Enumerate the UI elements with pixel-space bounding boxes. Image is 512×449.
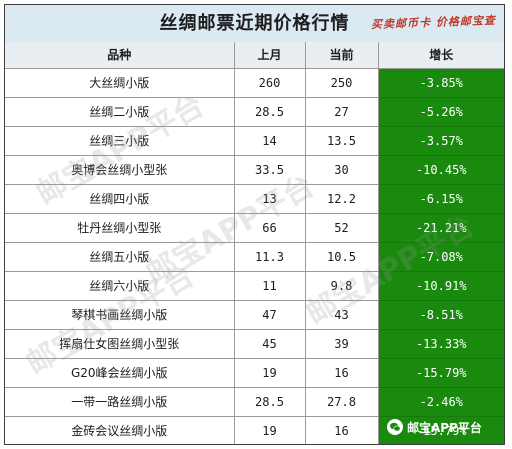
- table-row: 丝绸六小版 11 9.8 -10.91%: [5, 270, 504, 301]
- row-growth: -5.26%: [377, 96, 504, 127]
- row-name: 牡丹丝绸小型张: [5, 212, 235, 243]
- price-table-frame: 丝绸邮票近期价格行情 买卖邮币卡 价格邮宝查 品种 上月 当前 增长 大丝绸小版…: [4, 4, 505, 445]
- row-current: 250: [304, 67, 379, 98]
- row-current: 43: [304, 299, 379, 330]
- table-row: 丝绸五小版 11.3 10.5 -7.08%: [5, 241, 504, 272]
- row-current: 16: [304, 415, 379, 444]
- row-growth: -10.91%: [377, 270, 504, 301]
- row-current: 27: [304, 96, 379, 127]
- row-current: 10.5: [304, 241, 379, 272]
- row-growth: -7.08%: [377, 241, 504, 272]
- row-last-month: 19: [233, 415, 306, 444]
- header-variety: 品种: [5, 42, 235, 69]
- row-growth: -2.46%: [377, 386, 504, 417]
- row-growth: -15.79%: [377, 357, 504, 388]
- row-name: 金砖会议丝绸小版: [5, 415, 235, 444]
- row-name: 挥扇仕女图丝绸小型张: [5, 328, 235, 359]
- row-last-month: 33.5: [233, 154, 306, 185]
- row-last-month: 13: [233, 183, 306, 214]
- row-growth: -21.21%: [377, 212, 504, 243]
- row-growth: -10.45%: [377, 154, 504, 185]
- row-last-month: 19: [233, 357, 306, 388]
- row-last-month: 66: [233, 212, 306, 243]
- title-bar: 丝绸邮票近期价格行情 买卖邮币卡 价格邮宝查: [5, 5, 504, 43]
- row-name: G20峰会丝绸小版: [5, 357, 235, 388]
- wechat-icon: [387, 419, 403, 435]
- table-row: 琴棋书画丝绸小版 47 43 -8.51%: [5, 299, 504, 330]
- row-name: 琴棋书画丝绸小版: [5, 299, 235, 330]
- row-current: 16: [304, 357, 379, 388]
- row-last-month: 45: [233, 328, 306, 359]
- row-current: 27.8: [304, 386, 379, 417]
- row-current: 30: [304, 154, 379, 185]
- table-row: 丝绸三小版 14 13.5 -3.57%: [5, 125, 504, 156]
- table-row: 一带一路丝绸小版 28.5 27.8 -2.46%: [5, 386, 504, 417]
- row-current: 12.2: [304, 183, 379, 214]
- table-row: G20峰会丝绸小版 19 16 -15.79%: [5, 357, 504, 388]
- row-last-month: 28.5: [233, 96, 306, 127]
- row-last-month: 47: [233, 299, 306, 330]
- row-last-month: 11.3: [233, 241, 306, 272]
- row-growth: -13.33%: [377, 328, 504, 359]
- row-growth: -8.51%: [377, 299, 504, 330]
- row-last-month: 260: [233, 67, 306, 98]
- row-growth: -15.79%: [377, 415, 504, 444]
- row-last-month: 11: [233, 270, 306, 301]
- page-title: 丝绸邮票近期价格行情: [159, 13, 350, 34]
- table-row: 金砖会议丝绸小版 19 16 -15.79%: [5, 415, 504, 444]
- table-row: 挥扇仕女图丝绸小型张 45 39 -13.33%: [5, 328, 504, 359]
- row-current: 9.8: [304, 270, 379, 301]
- header-current: 当前: [304, 42, 379, 69]
- row-growth: -6.15%: [377, 183, 504, 214]
- row-current: 39: [304, 328, 379, 359]
- row-name: 丝绸六小版: [5, 270, 235, 301]
- row-name: 丝绸二小版: [5, 96, 235, 127]
- row-name: 大丝绸小版: [5, 67, 235, 98]
- table-row: 丝绸二小版 28.5 27 -5.26%: [5, 96, 504, 127]
- row-last-month: 28.5: [233, 386, 306, 417]
- row-name: 丝绸五小版: [5, 241, 235, 272]
- table-header-row: 品种 上月 当前 增长: [5, 42, 504, 69]
- brand-label: 邮宝APP平台: [407, 420, 482, 435]
- row-name: 奥博会丝绸小型张: [5, 154, 235, 185]
- row-current: 52: [304, 212, 379, 243]
- row-growth: -3.57%: [377, 125, 504, 156]
- row-name: 一带一路丝绸小版: [5, 386, 235, 417]
- row-name: 丝绸三小版: [5, 125, 235, 156]
- price-table: 品种 上月 当前 增长 大丝绸小版 260 250 -3.85% 丝绸二小版 28.5 27…: [5, 42, 504, 444]
- brand-watermark: 邮宝APP平台: [387, 417, 482, 437]
- row-name: 丝绸四小版: [5, 183, 235, 214]
- header-last-month: 上月: [233, 42, 306, 69]
- table-row: 牡丹丝绸小型张 66 52 -21.21%: [5, 212, 504, 243]
- table-row: 奥博会丝绸小型张 33.5 30 -10.45%: [5, 154, 504, 185]
- row-growth: -3.85%: [377, 67, 504, 98]
- row-current: 13.5: [304, 125, 379, 156]
- header-growth: 增长: [377, 42, 504, 69]
- table-row: 丝绸四小版 13 12.2 -6.15%: [5, 183, 504, 214]
- row-last-month: 14: [233, 125, 306, 156]
- table-row: 大丝绸小版 260 250 -3.85%: [5, 67, 504, 98]
